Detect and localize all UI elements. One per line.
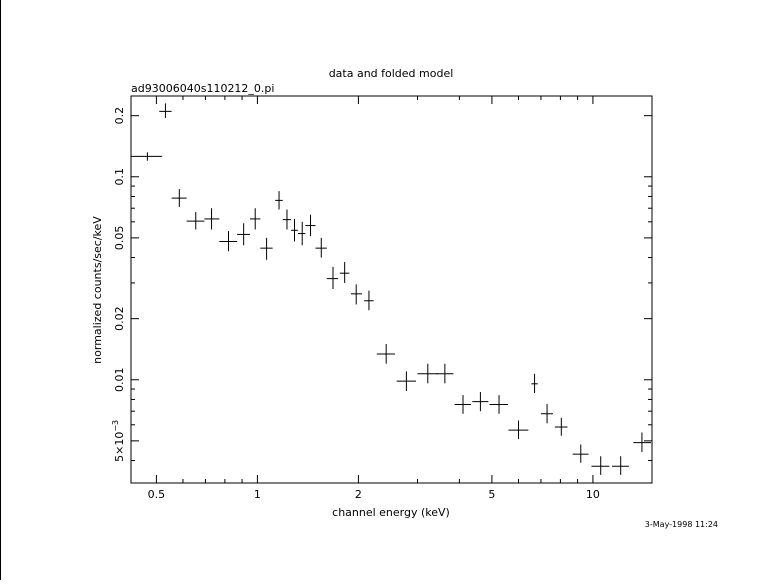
x-axis-label: channel energy (keV) <box>332 506 450 519</box>
data-point <box>186 212 205 230</box>
x-tick-label: 1 <box>254 488 261 501</box>
x-tick-label: 0.5 <box>148 488 166 501</box>
data-point <box>297 221 306 246</box>
data-point <box>591 456 610 475</box>
x-tick-label: 5 <box>488 488 495 501</box>
data-point <box>275 191 283 210</box>
y-tick-label-exponent: −3 <box>111 420 120 432</box>
data-point <box>489 395 508 414</box>
x-axis-ticks: 0.5 1 2 5 10 <box>148 96 600 501</box>
data-point <box>436 363 454 384</box>
y-tick-label: 0.05 <box>113 226 126 251</box>
x-tick-label: 2 <box>355 488 362 501</box>
data-point <box>282 209 292 230</box>
x-tick-label: 10 <box>586 488 600 501</box>
data-point <box>633 432 652 453</box>
y-axis-label: normalized counts/sec/keV <box>91 216 104 364</box>
data-point <box>508 420 529 440</box>
data-point <box>159 103 172 118</box>
data-point <box>350 284 363 305</box>
data-point <box>131 152 163 161</box>
data-point <box>291 218 298 242</box>
data-point <box>219 231 238 252</box>
data-point <box>260 237 273 260</box>
data-point <box>612 456 629 475</box>
chart-subtitle: ad93006040s110212_0.pi <box>131 82 274 95</box>
data-point <box>305 214 316 237</box>
data-point <box>326 266 339 289</box>
y-tick-label: 5×10−3 <box>111 420 126 462</box>
data-point <box>364 290 374 311</box>
timestamp: 3-May-1998 11:24 <box>645 520 718 529</box>
data-point <box>472 392 489 412</box>
y-tick-label: 0.2 <box>113 107 126 125</box>
data-point <box>376 344 395 364</box>
data-series <box>131 103 652 475</box>
data-point <box>249 208 261 230</box>
data-point <box>454 395 471 414</box>
y-tick-label-base: 5×10 <box>113 432 126 462</box>
y-tick-label: 0.02 <box>113 306 126 331</box>
data-point <box>531 373 538 394</box>
data-point <box>396 371 417 392</box>
plot-frame <box>130 95 653 484</box>
data-point <box>237 223 250 246</box>
data-point <box>540 403 553 424</box>
y-axis-ticks: 5×10−3 0.01 0.02 0.05 0.1 0.2 <box>111 107 652 462</box>
data-point <box>417 363 438 384</box>
y-tick-label: 0.01 <box>113 368 126 393</box>
data-point <box>204 208 220 230</box>
chart-title: data and folded model <box>329 67 454 80</box>
y-tick-label: 0.1 <box>113 168 126 186</box>
data-point <box>554 417 568 436</box>
data-point <box>572 444 589 463</box>
data-point <box>171 189 187 207</box>
data-point <box>339 262 350 283</box>
data-point <box>315 237 327 258</box>
